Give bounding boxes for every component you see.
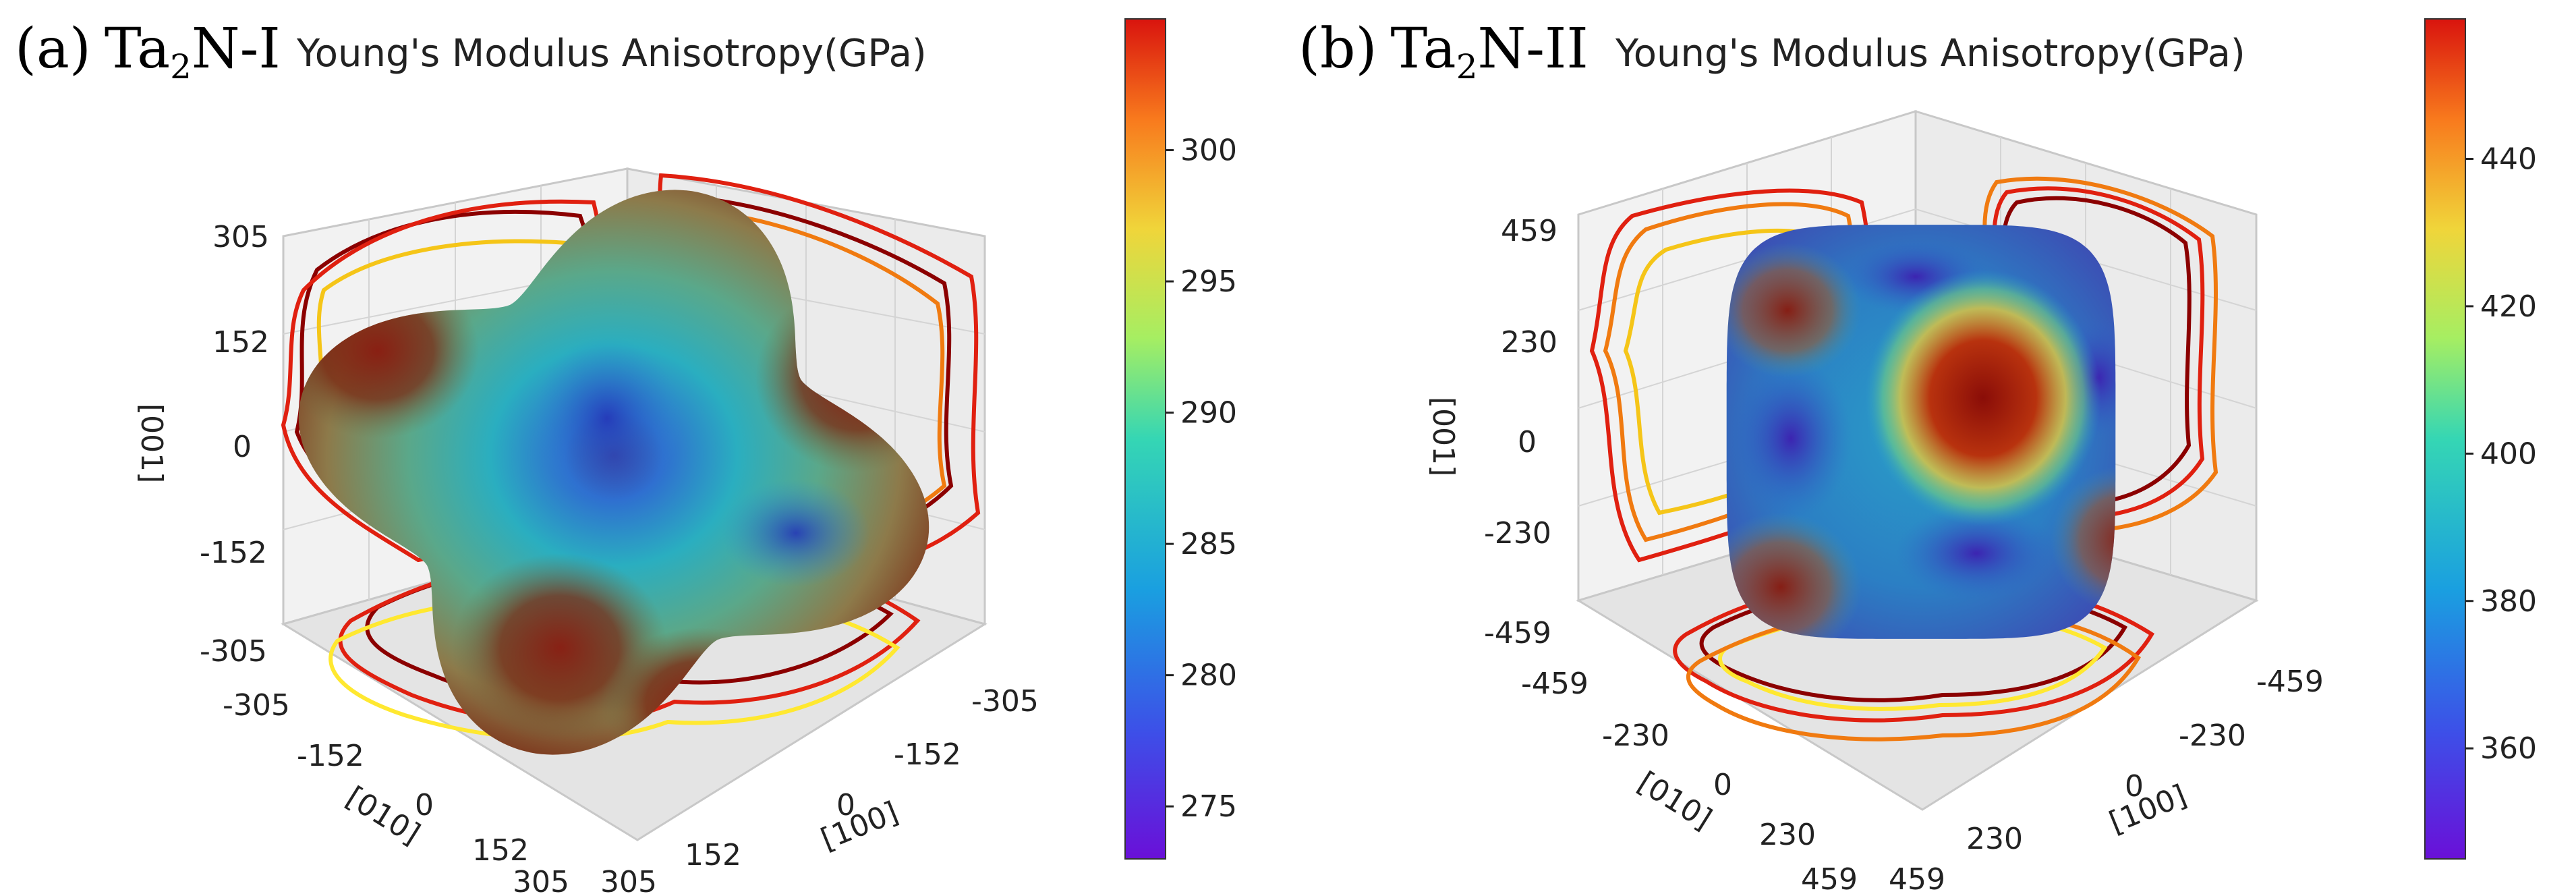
panel-b-y-tick-4: 459 <box>1801 862 1858 896</box>
panel-b-purple-left <box>1730 358 1852 520</box>
panel-a-colorbar-bar <box>1124 18 1166 860</box>
panel-b-x-tick-2: 0 <box>2125 769 2144 804</box>
panel-a-y-tick-3: 152 <box>472 833 529 868</box>
colorbar-tick-label: 275 <box>1180 789 1237 824</box>
panel-a-y-tick-4: 305 <box>513 865 569 896</box>
panel-a-header: (a) Ta2N-I Young's Modulus Anisotropy(GPa… <box>15 17 927 86</box>
panel-b-z-tick-0: 459 <box>1501 214 1557 248</box>
panel-b-header: (b) Ta2N-II Young's Modulus Anisotropy(GP… <box>1298 17 2245 86</box>
panel-a-y-tick-2: 0 <box>415 788 434 822</box>
panel-a-y-tick-0: -305 <box>223 688 290 723</box>
panel-a-z-tick-0: 305 <box>212 220 269 254</box>
panel-a-z-axis: 305 152 0 -152 -305 [001] <box>134 220 269 669</box>
panel-a-blue-right <box>722 479 870 587</box>
panel-a-z-tick-2: 0 <box>233 430 252 464</box>
colorbar-tick-label: 290 <box>1180 396 1237 430</box>
panel-b-x-axis: -459 -230 0 230 459 [100] <box>1889 665 2324 896</box>
panel-a-colorbar: 300 295 290 285 280 275 <box>1124 18 1237 860</box>
colorbar-tick-label: 280 <box>1180 659 1237 693</box>
panel-b-z-tick-4: -459 <box>1484 616 1551 650</box>
panel-b-colorbar-bar <box>2424 18 2466 860</box>
colorbar-tick-label: 400 <box>2480 437 2537 471</box>
panel-a-z-label: [001] <box>134 403 169 483</box>
panel-b-colorbar: 440 420 400 380 360 <box>2424 18 2537 860</box>
panel-b-y-tick-2: 0 <box>1713 768 1732 802</box>
panel-b-purple-bottom <box>1895 506 2057 600</box>
panel-a-x-tick-3: 152 <box>685 838 741 872</box>
panel-a-z-tick-3: -152 <box>200 536 267 570</box>
colorbar-tick-label: 440 <box>2480 142 2537 177</box>
colorbar-tick-label: 420 <box>2480 289 2537 324</box>
panel-a-z-tick-4: -305 <box>200 634 267 669</box>
panel-b-z-tick-2: 0 <box>1518 425 1537 459</box>
panel-a-y-label: [010] <box>340 780 426 851</box>
panel-b-colorbar-ticks: 440 420 400 380 360 <box>2465 142 2537 766</box>
colorbar-tick-label: 295 <box>1180 264 1237 299</box>
panel-b-y-tick-0: -459 <box>1521 667 1588 701</box>
colorbar-tick-label: 380 <box>2480 584 2537 619</box>
panel-b-y-tick-3: 230 <box>1759 818 1816 852</box>
panel-b-y-tick-1: -230 <box>1602 719 1669 753</box>
panel-a-z-tick-1: 152 <box>212 325 269 360</box>
colorbar-tick-label: 300 <box>1180 134 1237 168</box>
panel-b-z-tick-3: -230 <box>1484 516 1551 551</box>
colorbar-tick-label: 285 <box>1180 527 1237 561</box>
panel-b: (b) Ta2N-II Young's Modulus Anisotropy(GP… <box>1298 17 2537 896</box>
panel-b-x-tick-3: 230 <box>1966 822 2023 856</box>
panel-a-center-blue <box>533 337 681 499</box>
panel-b-red-center <box>1865 270 2101 526</box>
panel-b-z-axis: 459 230 0 -230 -459 [001] <box>1426 214 1557 650</box>
colorbar-tick-label: 360 <box>2480 731 2537 766</box>
panel-b-x-label: [100] <box>2105 779 2192 841</box>
panel-b-z-tick-1: 230 <box>1501 325 1557 360</box>
panel-b-corner-top-left <box>1726 243 1862 378</box>
panel-a-label: (a) Ta2N-I <box>15 17 281 86</box>
panel-b-corner-bottom-right <box>2051 466 2116 614</box>
panel-a-y-tick-1: -152 <box>297 739 364 773</box>
panel-a-x-tick-0: -305 <box>971 684 1039 719</box>
panel-a-title: Young's Modulus Anisotropy(GPa) <box>296 32 927 76</box>
panel-b-z-label: [001] <box>1426 397 1460 476</box>
panel-b-x-tick-0: -459 <box>2256 665 2324 699</box>
panel-b-y-label: [010] <box>1632 765 1717 837</box>
panel-a: (a) Ta2N-I Young's Modulus Anisotropy(GPa… <box>15 17 1237 896</box>
panel-b-label: (b) Ta2N-II <box>1298 17 1588 86</box>
panel-a-x-tick-1: -152 <box>894 737 961 772</box>
panel-a-x-tick-4: 305 <box>600 865 657 896</box>
panel-b-x-tick-4: 459 <box>1889 862 1945 896</box>
panel-b-title: Young's Modulus Anisotropy(GPa) <box>1615 32 2245 76</box>
panel-a-x-tick-2: 0 <box>836 788 855 822</box>
panel-a-x-label: [100] <box>816 795 903 858</box>
panel-b-x-tick-1: -230 <box>2179 719 2246 753</box>
panel-a-colorbar-ticks: 300 295 290 285 280 275 <box>1166 134 1237 824</box>
